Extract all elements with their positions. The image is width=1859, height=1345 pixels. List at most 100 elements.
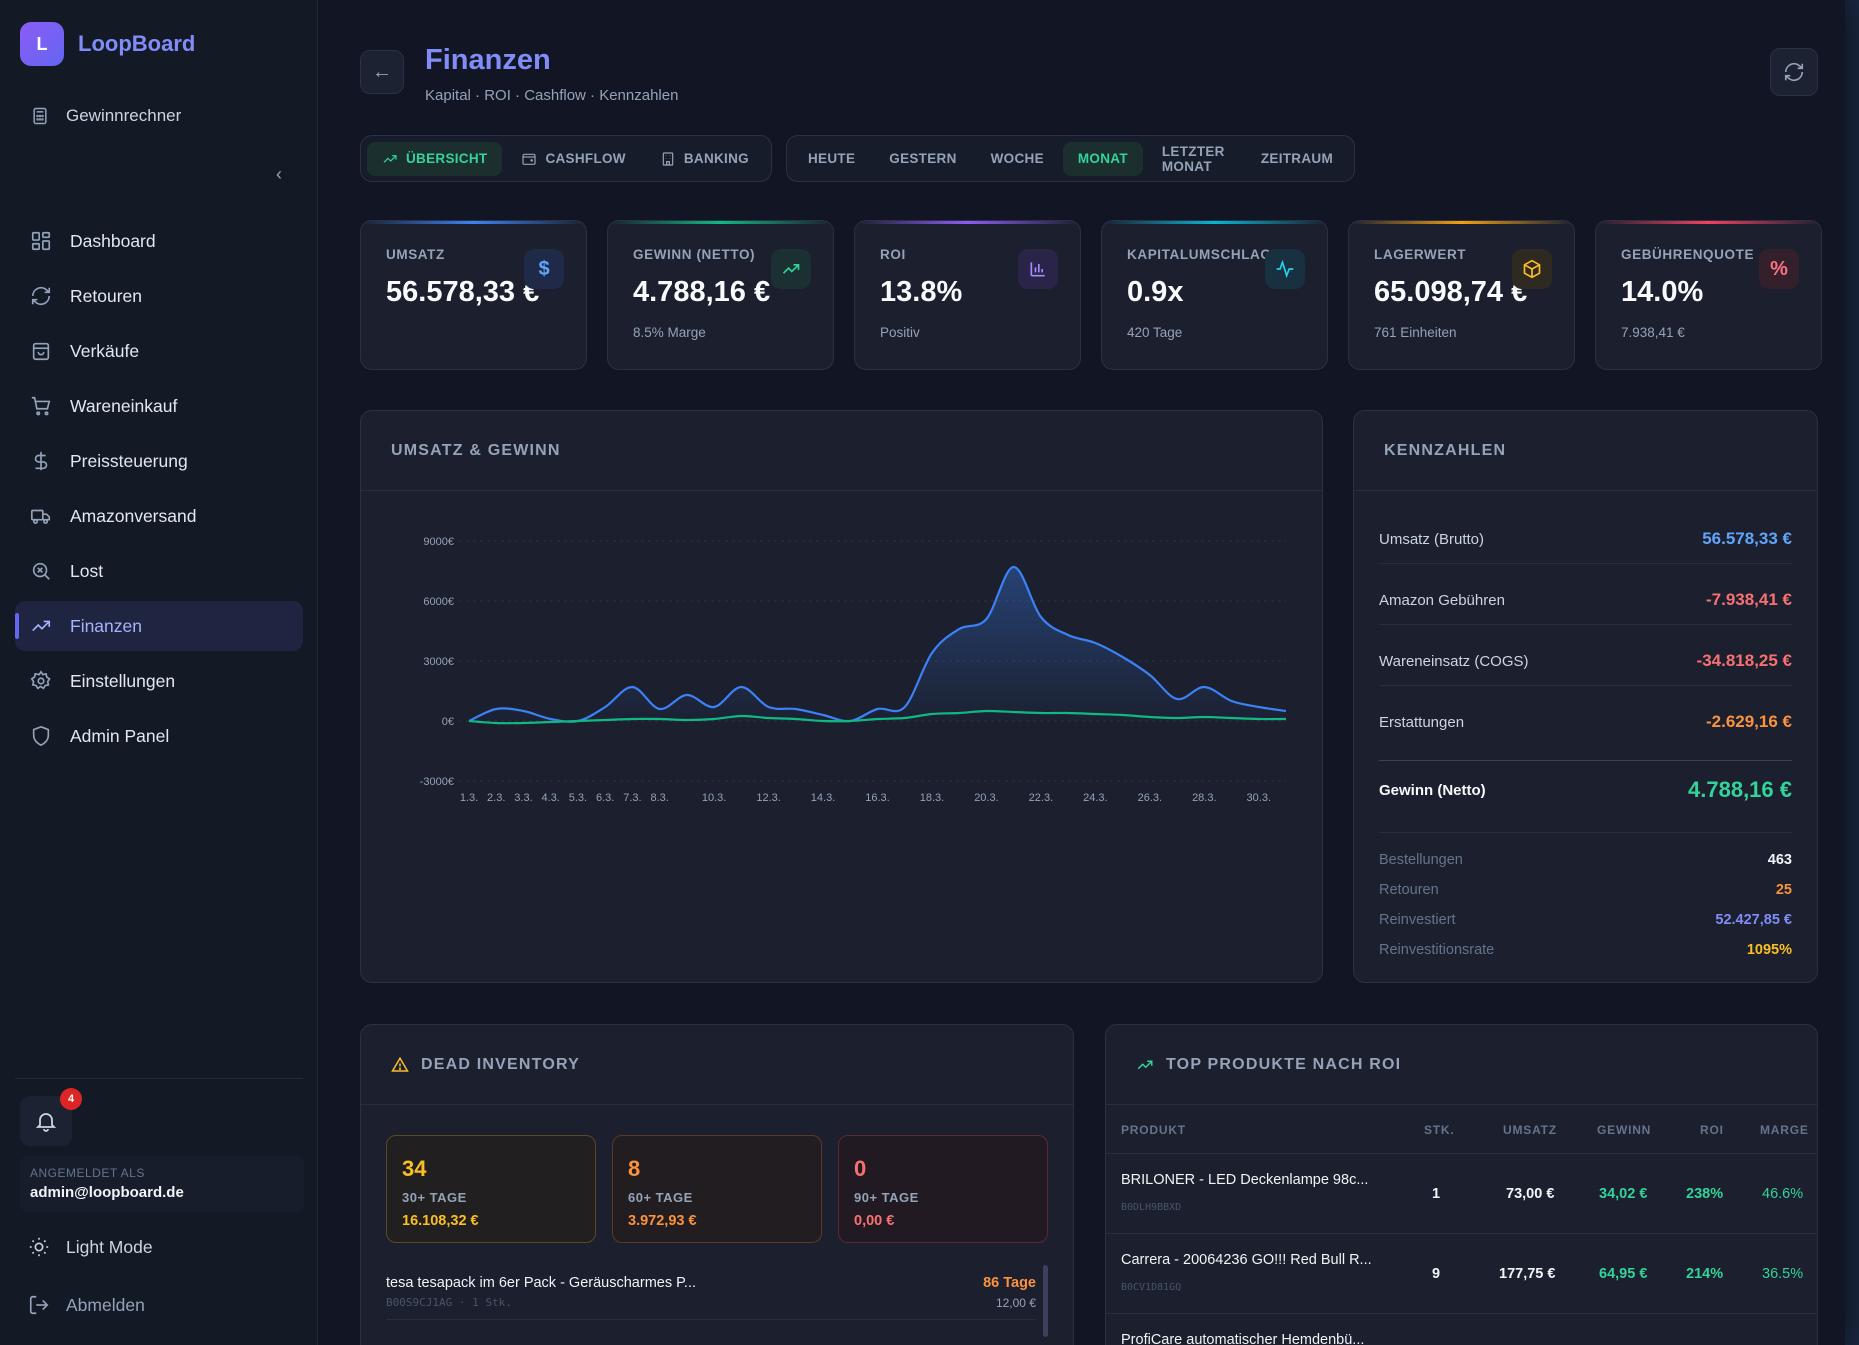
sidebar-item-label: Einstellungen bbox=[70, 670, 176, 691]
kennzahl-label: Amazon Gebühren bbox=[1379, 591, 1505, 609]
scrollbar[interactable] bbox=[1043, 1265, 1048, 1337]
item-value: 12,00 € bbox=[995, 1296, 1036, 1310]
sidebar-item-finanzen[interactable]: Finanzen bbox=[15, 601, 303, 651]
logout-icon bbox=[29, 1295, 49, 1315]
col-stk[interactable]: STK. bbox=[1424, 1123, 1455, 1137]
brand[interactable]: L LoopBoard bbox=[20, 22, 195, 66]
sidebar-item-retouren[interactable]: Retouren bbox=[15, 271, 303, 321]
bucket-90-days[interactable]: 0 90+ TAGE 0,00 € bbox=[838, 1135, 1048, 1243]
kennzahl-label: Wareneinsatz (COGS) bbox=[1379, 652, 1529, 670]
divider bbox=[1379, 624, 1792, 625]
chevron-left-icon[interactable]: ‹ bbox=[276, 164, 282, 184]
sidebar-nav: Dashboard Retouren Verkäufe Wareneinkauf… bbox=[15, 216, 303, 766]
stat-value: 25 bbox=[1775, 882, 1792, 898]
brand-logo: L bbox=[20, 22, 64, 66]
table-row[interactable]: Carrera - 20064236 GO!!! Red Bull R... B… bbox=[1106, 1233, 1817, 1313]
gear-icon bbox=[30, 670, 51, 690]
dead-inventory-item[interactable]: tesa tesapack im 6er Pack - Geräuscharme… bbox=[386, 1275, 1036, 1310]
sidebar-item-dashboard[interactable]: Dashboard bbox=[15, 216, 303, 266]
sidebar-item-wareneinkauf[interactable]: Wareneinkauf bbox=[15, 381, 303, 431]
kpi-sub: 8.5% Marge bbox=[633, 325, 706, 340]
col-produkt[interactable]: PRODUKT bbox=[1121, 1123, 1186, 1137]
trend-icon bbox=[383, 154, 397, 163]
stat-row: Reinvestiert 52.427,85 € bbox=[1379, 912, 1792, 928]
col-marge[interactable]: MARGE bbox=[1760, 1123, 1809, 1137]
light-mode-toggle[interactable]: Light Mode bbox=[28, 1236, 153, 1258]
x-tick-label: 26.3. bbox=[1138, 792, 1162, 804]
kennzahl-total-row: Gewinn (Netto) 4.788,16 € bbox=[1379, 777, 1792, 803]
bucket-count: 8 bbox=[628, 1156, 641, 1181]
sidebar-item-einstellungen[interactable]: Einstellungen bbox=[15, 656, 303, 706]
search-x-icon bbox=[32, 562, 50, 580]
refresh-button[interactable] bbox=[1770, 48, 1818, 96]
sidebar: L LoopBoard Gewinnrechner ‹ Dashboard Re… bbox=[0, 0, 318, 1345]
light-mode-label: Light Mode bbox=[66, 1236, 153, 1257]
tab-banking[interactable]: BANKING bbox=[645, 142, 764, 176]
panel-header: TOP PRODUKTE NACH ROI bbox=[1106, 1025, 1817, 1105]
trend-icon bbox=[771, 249, 811, 289]
panel-title: TOP PRODUKTE NACH ROI bbox=[1166, 1055, 1402, 1073]
tab-cashflow[interactable]: CASHFLOW bbox=[506, 142, 640, 176]
bucket-30-days[interactable]: 34 30+ TAGE 16.108,32 € bbox=[386, 1135, 596, 1243]
period-letzter-monat[interactable]: LETZTER MONAT bbox=[1161, 143, 1225, 174]
logout-button[interactable]: Abmelden bbox=[28, 1294, 145, 1316]
account-email: admin@loopboard.de bbox=[30, 1184, 184, 1201]
sidebar-item-amazonversand[interactable]: Amazonversand bbox=[15, 491, 303, 541]
kpi-value: 4.788,16 € bbox=[633, 276, 771, 308]
logged-in-label: ANGEMELDET ALS bbox=[30, 1166, 145, 1180]
table-row[interactable]: ProfiCare automatischer Hemdenbü... bbox=[1106, 1313, 1817, 1345]
x-tick-label: 24.3. bbox=[1083, 792, 1107, 804]
col-gewinn[interactable]: GEWINN bbox=[1597, 1123, 1652, 1137]
page-subtitle: Kapital · ROI · Cashflow · Kennzahlen bbox=[425, 87, 679, 104]
col-umsatz[interactable]: UMSATZ bbox=[1503, 1123, 1557, 1137]
table-row[interactable]: BRILONER - LED Deckenlampe 98c... B0DLH9… bbox=[1106, 1153, 1817, 1233]
bucket-label: 60+ TAGE bbox=[628, 1190, 693, 1205]
kennzahl-value: -34.818,25 € bbox=[1696, 651, 1792, 670]
stat-label: Bestellungen bbox=[1379, 852, 1463, 868]
sidebar-item-lost[interactable]: Lost bbox=[15, 546, 303, 596]
kpi-value: 56.578,33 € bbox=[386, 276, 540, 308]
x-tick-label: 28.3. bbox=[1192, 792, 1216, 804]
kennzahl-value: -7.938,41 € bbox=[1705, 590, 1792, 609]
kpi-label: UMSATZ bbox=[386, 247, 445, 262]
divider bbox=[386, 1319, 1036, 1320]
product-margin: 36.5% bbox=[1762, 1266, 1804, 1282]
profit-calculator-link[interactable]: Gewinnrechner bbox=[30, 106, 181, 126]
notifications-button[interactable]: 4 bbox=[20, 1088, 82, 1146]
bucket-60-days[interactable]: 8 60+ TAGE 3.972,93 € bbox=[612, 1135, 822, 1243]
grid-icon bbox=[31, 231, 51, 251]
brand-name: LoopBoard bbox=[78, 31, 196, 56]
bucket-count: 0 bbox=[854, 1156, 867, 1181]
calculator-icon bbox=[33, 107, 47, 125]
period-gestern[interactable]: GESTERN bbox=[889, 151, 957, 166]
col-roi[interactable]: ROI bbox=[1700, 1123, 1724, 1137]
card-accent bbox=[1596, 221, 1821, 224]
tab-uebersicht[interactable]: ÜBERSICHT bbox=[367, 141, 503, 176]
box-icon bbox=[1512, 249, 1552, 289]
dollar-icon bbox=[34, 451, 48, 471]
sidebar-item-admin-panel[interactable]: Admin Panel bbox=[15, 711, 303, 761]
period-heute[interactable]: HEUTE bbox=[808, 151, 856, 166]
table-header: PRODUKT STK. UMSATZ GEWINN ROI MARGE bbox=[1106, 1123, 1817, 1153]
kennzahl-row: Erstattungen -2.629,16 € bbox=[1379, 712, 1792, 732]
back-button[interactable]: ← bbox=[360, 50, 404, 94]
stat-value: 52.427,85 € bbox=[1715, 912, 1792, 928]
period-woche[interactable]: WOCHE bbox=[990, 151, 1044, 166]
period-zeitraum[interactable]: ZEITRAUM bbox=[1260, 151, 1333, 166]
profit-line bbox=[468, 709, 1287, 725]
kennzahl-value: 56.578,33 € bbox=[1702, 529, 1792, 548]
x-tick-label: 2.3. bbox=[487, 792, 505, 804]
tab-label: ÜBERSICHT bbox=[406, 151, 488, 166]
y-tick-label: 3000€ bbox=[423, 656, 454, 668]
item-meta: B00S9CJ1AG · 1 Stk. bbox=[386, 1296, 512, 1309]
product-margin: 46.6% bbox=[1762, 1186, 1804, 1202]
kennzahl-row: Umsatz (Brutto) 56.578,33 € bbox=[1379, 529, 1792, 549]
kpi-cards: UMSATZ 56.578,33 € $ GEWINN (NETTO) 4.78… bbox=[360, 220, 1822, 370]
period-monat[interactable]: MONAT bbox=[1062, 141, 1143, 176]
sidebar-item-verkaeufe[interactable]: Verkäufe bbox=[15, 326, 303, 376]
kpi-card-lagerwert: LAGERWERT 65.098,74 € 761 Einheiten bbox=[1348, 220, 1575, 370]
sidebar-item-preissteuerung[interactable]: Preissteuerung bbox=[15, 436, 303, 486]
card-accent bbox=[608, 221, 833, 224]
truck-icon bbox=[31, 509, 51, 524]
kpi-sub: Positiv bbox=[880, 325, 920, 340]
